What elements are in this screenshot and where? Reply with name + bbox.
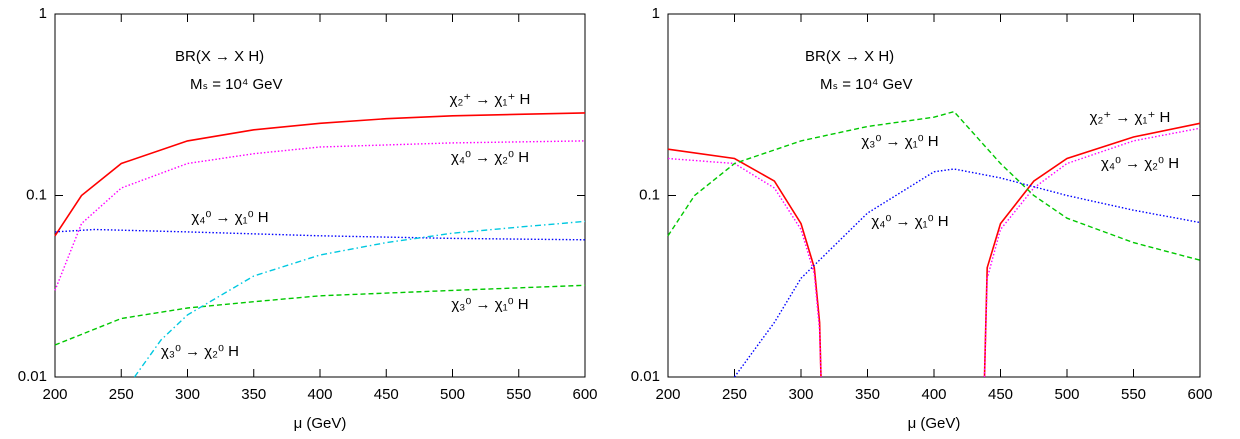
x-tick-label: 300 <box>788 386 813 403</box>
series-line <box>667 122 1201 378</box>
series-line <box>133 220 586 378</box>
x-tick-label: 250 <box>722 386 747 403</box>
x-tick-label: 600 <box>572 386 597 403</box>
y-tick-label: 0.01 <box>18 368 47 385</box>
series-line <box>54 284 586 346</box>
series-line <box>54 112 586 237</box>
y-tick-label: 0.1 <box>26 186 47 203</box>
series-line <box>54 140 586 291</box>
x-tick-label: 250 <box>109 386 134 403</box>
x-tick-label: 200 <box>655 386 680 403</box>
series-label: χ₃⁰ → χ₁⁰ H <box>451 296 528 313</box>
x-tick-label: 550 <box>1121 386 1146 403</box>
x-axis-label: μ (GeV) <box>294 415 347 432</box>
y-tick-label: 1 <box>39 5 47 22</box>
series-label: χ₄⁰ → χ₂⁰ H <box>1101 155 1179 172</box>
plot-frame <box>667 13 1201 378</box>
y-tick-label: 0.1 <box>639 186 660 203</box>
y-tick-label: 1 <box>652 5 660 22</box>
x-tick-label: 350 <box>855 386 880 403</box>
x-tick-label: 450 <box>988 386 1013 403</box>
annotation: Mₛ = 10⁴ GeV <box>190 76 283 93</box>
x-tick-label: 200 <box>42 386 67 403</box>
y-tick-label: 0.01 <box>631 368 660 385</box>
x-tick-label: 400 <box>921 386 946 403</box>
x-tick-label: 550 <box>506 386 531 403</box>
annotation: BR(X → X H) <box>805 48 894 65</box>
plot-frame <box>54 13 586 378</box>
series-label: χ₂⁺ → χ₁⁺ H <box>450 91 531 108</box>
series-label: χ₄⁰ → χ₁⁰ H <box>191 209 268 226</box>
x-tick-label: 350 <box>241 386 266 403</box>
x-tick-label: 450 <box>374 386 399 403</box>
series-label: χ₂⁺ → χ₁⁺ H <box>1090 109 1171 126</box>
x-tick-label: 500 <box>440 386 465 403</box>
series-label: χ₃⁰ → χ₁⁰ H <box>861 133 938 150</box>
x-tick-label: 300 <box>175 386 200 403</box>
annotation: Mₛ = 10⁴ GeV <box>820 76 913 93</box>
series-label: χ₄⁰ → χ₂⁰ H <box>451 149 529 166</box>
series-line <box>733 168 1201 378</box>
x-tick-label: 400 <box>307 386 332 403</box>
x-tick-label: 500 <box>1054 386 1079 403</box>
series-line <box>54 228 586 241</box>
series-label: χ₄⁰ → χ₁⁰ H <box>871 213 948 230</box>
annotation: BR(X → X H) <box>175 48 264 65</box>
series-label: χ₃⁰ → χ₂⁰ H <box>161 343 239 360</box>
x-axis-label: μ (GeV) <box>908 415 961 432</box>
series-line <box>667 110 1201 261</box>
x-tick-label: 600 <box>1187 386 1212 403</box>
